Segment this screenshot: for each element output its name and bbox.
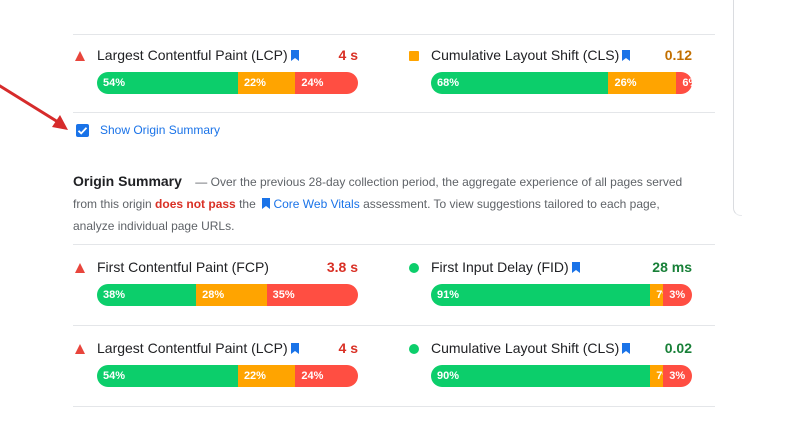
origin-summary: Origin Summary — Over the previous 28-da… — [73, 170, 688, 237]
needs-improvement-segment: 28% — [196, 284, 267, 306]
metric-value: 28 ms — [652, 259, 692, 275]
poor-segment: 24% — [295, 72, 358, 94]
metric-header[interactable]: First Contentful Paint (FCP) 3.8 s — [73, 258, 358, 278]
good-segment: 91% — [431, 284, 651, 306]
metric-header[interactable]: First Input Delay (FID) 28 ms — [407, 258, 692, 278]
bookmark-icon[interactable] — [290, 50, 299, 61]
metric-value: 0.12 — [664, 47, 692, 63]
metric-name: Largest Contentful Paint (LCP) — [97, 340, 299, 356]
metric-header[interactable]: Cumulative Layout Shift (CLS) 0.12 — [407, 46, 692, 66]
triangle-icon — [75, 51, 85, 61]
bookmark-icon[interactable] — [622, 50, 631, 61]
needs-improvement-segment: 7% — [650, 284, 664, 306]
square-icon — [409, 51, 419, 61]
metric-name: Largest Contentful Paint (LCP) — [97, 47, 299, 63]
metric-fid: First Input Delay (FID) 28 ms 91% 7% 3% — [407, 258, 692, 308]
origin-summary-text: Over the previous 28-day collection peri… — [73, 175, 683, 211]
triangle-icon — [75, 344, 85, 354]
good-segment: 54% — [97, 365, 238, 387]
bookmark-icon[interactable] — [571, 262, 580, 273]
metric-header[interactable]: Largest Contentful Paint (LCP) 4 s — [73, 46, 358, 66]
metric-cls-origin: Cumulative Layout Shift (CLS) 0.02 90% 7… — [407, 339, 692, 389]
distribution-bar: 91% 7% 3% — [431, 284, 692, 306]
bookmark-icon[interactable] — [622, 343, 631, 354]
distribution-bar: 38% 28% 35% — [97, 284, 358, 306]
metric-cls: Cumulative Layout Shift (CLS) 0.12 68% 2… — [407, 46, 692, 96]
metric-name: First Contentful Paint (FCP) — [97, 259, 269, 275]
divider-top — [73, 34, 715, 35]
metric-name: First Input Delay (FID) — [431, 259, 580, 275]
metric-name: Cumulative Layout Shift (CLS) — [431, 340, 631, 356]
metric-lcp: Largest Contentful Paint (LCP) 4 s 54% 2… — [73, 46, 358, 96]
good-segment: 68% — [431, 72, 609, 94]
metric-value: 4 s — [338, 340, 358, 356]
poor-segment: 24% — [295, 365, 358, 387]
poor-segment: 3% — [663, 284, 692, 306]
distribution-bar: 68% 26% 6% — [431, 72, 692, 94]
distribution-bar: 90% 7% 3% — [431, 365, 692, 387]
metric-value: 4 s — [338, 47, 358, 63]
divider — [73, 325, 715, 326]
distribution-bar: 54% 22% 24% — [97, 365, 358, 387]
annotation-arrow-icon — [0, 84, 68, 130]
origin-summary-title: Origin Summary — [73, 173, 182, 189]
good-segment: 90% — [431, 365, 651, 387]
divider — [73, 406, 715, 407]
distribution-bar: 54% 22% 24% — [97, 72, 358, 94]
metric-header[interactable]: Largest Contentful Paint (LCP) 4 s — [73, 339, 358, 359]
needs-improvement-segment: 22% — [237, 72, 296, 94]
checkmark-icon — [77, 127, 88, 135]
needs-improvement-segment: 22% — [237, 365, 296, 387]
needs-improvement-segment: 7% — [650, 365, 664, 387]
origin-summary-text-the: the — [239, 197, 256, 211]
circle-icon — [409, 263, 419, 273]
show-origin-summary-label[interactable]: Show Origin Summary — [100, 123, 221, 137]
poor-segment: 6% — [676, 72, 692, 94]
poor-segment: 35% — [266, 284, 358, 306]
bookmark-icon — [262, 198, 271, 209]
metric-value: 3.8 s — [326, 259, 358, 275]
divider — [73, 112, 715, 113]
bookmark-icon[interactable] — [290, 343, 299, 354]
metric-fcp: First Contentful Paint (FCP) 3.8 s 38% 2… — [73, 258, 358, 308]
metric-header[interactable]: Cumulative Layout Shift (CLS) 0.02 — [407, 339, 692, 359]
good-segment: 54% — [97, 72, 238, 94]
show-origin-summary-checkbox[interactable] — [76, 124, 89, 137]
needs-improvement-segment: 26% — [608, 72, 677, 94]
circle-icon — [409, 344, 419, 354]
origin-summary-dash: — — [195, 175, 208, 189]
metric-name: Cumulative Layout Shift (CLS) — [431, 47, 631, 63]
metric-lcp-origin: Largest Contentful Paint (LCP) 4 s 54% 2… — [73, 339, 358, 389]
metric-value: 0.02 — [664, 340, 692, 356]
panel-edge — [733, 0, 742, 216]
triangle-icon — [75, 263, 85, 273]
poor-segment: 3% — [663, 365, 692, 387]
fail-status-text: does not pass — [155, 197, 236, 211]
good-segment: 38% — [97, 284, 197, 306]
core-web-vitals-link[interactable]: Core Web Vitals — [273, 197, 360, 211]
divider — [73, 244, 715, 245]
origin-summary-text-after: assessment. To view suggestions tailored… — [73, 197, 660, 233]
